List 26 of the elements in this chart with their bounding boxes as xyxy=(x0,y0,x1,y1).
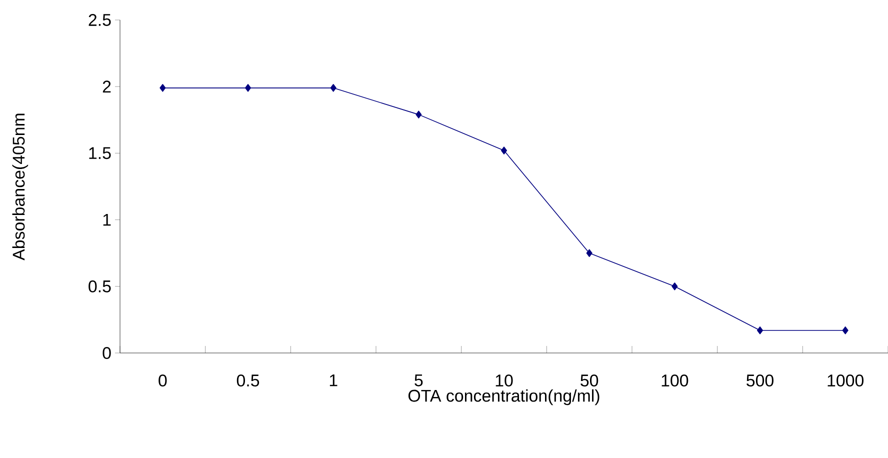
x-tick-label: 50 xyxy=(580,374,598,386)
x-tick-label: 1000 xyxy=(828,374,864,386)
x-tick-label: 1 xyxy=(330,374,338,386)
y-tick-label: 1.5 xyxy=(89,147,111,160)
y-tick-label: 0 xyxy=(102,346,111,359)
y-axis-title: Absorbance(405nm xyxy=(12,114,28,260)
x-tick-label: 10 xyxy=(496,374,513,386)
x-axis-title: OTA concentration(ng/ml) xyxy=(408,389,600,406)
x-tick-label: 100 xyxy=(662,374,688,386)
x-tick-label: 5 xyxy=(414,374,423,386)
point xyxy=(330,84,336,92)
x-tick-label: 500 xyxy=(746,374,774,386)
point xyxy=(416,110,422,118)
point xyxy=(500,146,508,154)
y-tick-label: 2 xyxy=(102,80,111,92)
y-tick-label: 1 xyxy=(103,214,111,226)
point xyxy=(586,249,592,257)
point xyxy=(244,84,252,92)
x-tick-label: 0 xyxy=(158,374,167,386)
point xyxy=(672,282,678,290)
y-tick-label: 2.5 xyxy=(88,14,111,26)
point xyxy=(160,84,166,92)
point xyxy=(842,326,848,334)
point xyxy=(756,326,764,334)
y-tick-label: 0.5 xyxy=(88,280,111,292)
x-tick-label: 0.5 xyxy=(236,374,260,386)
